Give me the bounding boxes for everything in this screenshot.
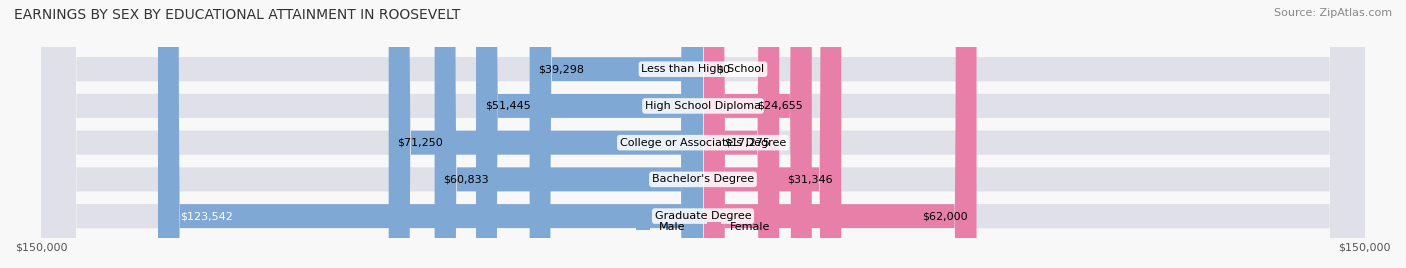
Text: Bachelor's Degree: Bachelor's Degree: [652, 174, 754, 184]
Text: $39,298: $39,298: [538, 64, 585, 74]
Text: High School Diploma: High School Diploma: [645, 101, 761, 111]
FancyBboxPatch shape: [388, 0, 703, 268]
Text: $62,000: $62,000: [922, 211, 967, 221]
FancyBboxPatch shape: [530, 0, 703, 268]
Legend: Male, Female: Male, Female: [631, 217, 775, 236]
FancyBboxPatch shape: [477, 0, 703, 268]
Text: Graduate Degree: Graduate Degree: [655, 211, 751, 221]
Text: $17,275: $17,275: [724, 138, 770, 148]
Text: College or Associate's Degree: College or Associate's Degree: [620, 138, 786, 148]
Text: Source: ZipAtlas.com: Source: ZipAtlas.com: [1274, 8, 1392, 18]
Text: $71,250: $71,250: [398, 138, 443, 148]
Text: $0: $0: [716, 64, 730, 74]
FancyBboxPatch shape: [41, 0, 1365, 268]
Text: $51,445: $51,445: [485, 101, 530, 111]
FancyBboxPatch shape: [41, 0, 1365, 268]
FancyBboxPatch shape: [41, 0, 1365, 268]
FancyBboxPatch shape: [41, 0, 1365, 268]
FancyBboxPatch shape: [703, 0, 977, 268]
FancyBboxPatch shape: [41, 0, 1365, 268]
Text: $123,542: $123,542: [180, 211, 233, 221]
FancyBboxPatch shape: [703, 0, 811, 268]
FancyBboxPatch shape: [703, 0, 841, 268]
Text: Less than High School: Less than High School: [641, 64, 765, 74]
FancyBboxPatch shape: [434, 0, 703, 268]
FancyBboxPatch shape: [703, 0, 779, 268]
Text: $31,346: $31,346: [787, 174, 832, 184]
Text: $24,655: $24,655: [758, 101, 803, 111]
FancyBboxPatch shape: [157, 0, 703, 268]
Text: EARNINGS BY SEX BY EDUCATIONAL ATTAINMENT IN ROOSEVELT: EARNINGS BY SEX BY EDUCATIONAL ATTAINMEN…: [14, 8, 460, 22]
Text: $60,833: $60,833: [443, 174, 489, 184]
